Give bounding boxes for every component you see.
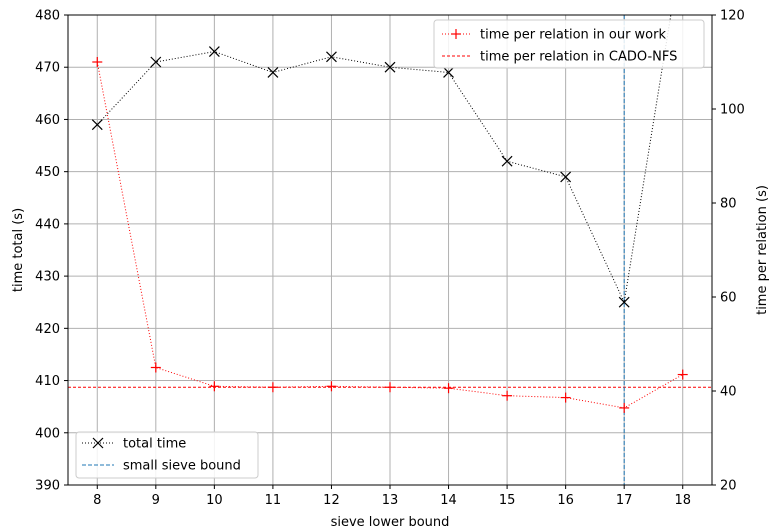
data-point-total-time bbox=[618, 296, 630, 308]
y-tick-label-left: 390 bbox=[35, 479, 60, 494]
series-layer bbox=[91, 15, 688, 413]
x-tick-label: 15 bbox=[499, 493, 516, 508]
data-point-total-time bbox=[501, 155, 513, 167]
y-tick-label-left: 400 bbox=[35, 426, 60, 441]
data-point-total-time bbox=[326, 51, 337, 63]
data-point-total-time bbox=[150, 56, 162, 68]
legend-box bbox=[75, 431, 259, 479]
y-tick-label-left: 460 bbox=[35, 113, 60, 128]
y-tick-label-left: 450 bbox=[35, 165, 60, 180]
x-tick-label: 11 bbox=[265, 493, 282, 508]
x-tick-label: 13 bbox=[382, 493, 399, 508]
legend-box bbox=[433, 19, 705, 69]
y-tick-label-right: 80 bbox=[720, 197, 737, 212]
x-axis-label: sieve lower bound bbox=[331, 515, 450, 530]
x-tick-label: 17 bbox=[616, 493, 633, 508]
legend-top-right: time per relation in our work time per r… bbox=[433, 19, 705, 69]
legend-label-our-work: time per relation in our work bbox=[480, 28, 666, 43]
data-point-time-per-relation-in-our-work bbox=[209, 381, 220, 392]
data-point-time-per-relation-in-our-work bbox=[92, 57, 103, 67]
legend-label-total-time: total time bbox=[123, 437, 186, 452]
y-tick-label-left: 420 bbox=[35, 322, 60, 337]
y-tick-label-left: 440 bbox=[35, 217, 60, 232]
data-point-time-per-relation-in-our-work bbox=[150, 362, 161, 373]
data-point-time-per-relation-in-our-work bbox=[385, 382, 395, 393]
y-tick-label-left: 410 bbox=[35, 374, 60, 389]
data-point-time-per-relation-in-our-work bbox=[502, 390, 513, 401]
data-point-total-time bbox=[443, 67, 454, 78]
legend-label-small-sieve-bound: small sieve bound bbox=[123, 459, 241, 474]
x-tick-label: 9 bbox=[152, 493, 160, 508]
y-tick-label-right: 40 bbox=[720, 385, 737, 400]
x-tick-label: 14 bbox=[440, 493, 457, 508]
legend-marker-x bbox=[92, 437, 104, 449]
y-tick-label-left: 480 bbox=[35, 9, 60, 24]
legend-marker-plus bbox=[451, 29, 461, 39]
y-tick-label-left: 470 bbox=[35, 61, 60, 76]
x-tick-label: 8 bbox=[93, 493, 101, 508]
y-tick-label-right: 120 bbox=[720, 9, 745, 24]
data-point-total-time bbox=[560, 171, 572, 183]
y-tick-label-right: 60 bbox=[720, 291, 737, 306]
x-tick-label: 16 bbox=[557, 493, 574, 508]
data-point-time-per-relation-in-our-work bbox=[326, 381, 337, 392]
x-tick-label: 18 bbox=[674, 493, 691, 508]
data-point-total-time bbox=[384, 61, 396, 73]
data-point-time-per-relation-in-our-work bbox=[267, 382, 278, 393]
grid bbox=[68, 14, 712, 486]
y-tick-label-right: 100 bbox=[720, 103, 745, 118]
data-point-total-time bbox=[208, 46, 220, 57]
x-tick-label: 10 bbox=[206, 493, 223, 508]
data-point-total-time bbox=[91, 119, 103, 131]
ticks: 8 9 10 11 12 13 14 15 16 17 18 390 400 410 420 430 440 45… bbox=[35, 9, 745, 509]
data-point-time-per-relation-in-our-work bbox=[619, 402, 630, 413]
data-point-time-per-relation-in-our-work bbox=[560, 392, 571, 403]
y-tick-label-left: 430 bbox=[35, 270, 60, 285]
data-point-total-time bbox=[267, 67, 279, 78]
legend-label-cado-nfs: time per relation in CADO-NFS bbox=[480, 50, 677, 65]
y-tick-label-right: 20 bbox=[720, 479, 737, 494]
y-axis-label-right: time per relation (s) bbox=[755, 185, 770, 315]
data-point-time-per-relation-in-our-work bbox=[443, 383, 454, 394]
legend-bottom-left: total time small sieve bound bbox=[75, 431, 259, 479]
x-tick-label: 12 bbox=[323, 493, 340, 508]
series-line-time-per-relation-in-our-work bbox=[96, 61, 683, 409]
data-point-time-per-relation-in-our-work bbox=[677, 369, 688, 380]
y-axis-label-left: time total (s) bbox=[11, 208, 26, 292]
